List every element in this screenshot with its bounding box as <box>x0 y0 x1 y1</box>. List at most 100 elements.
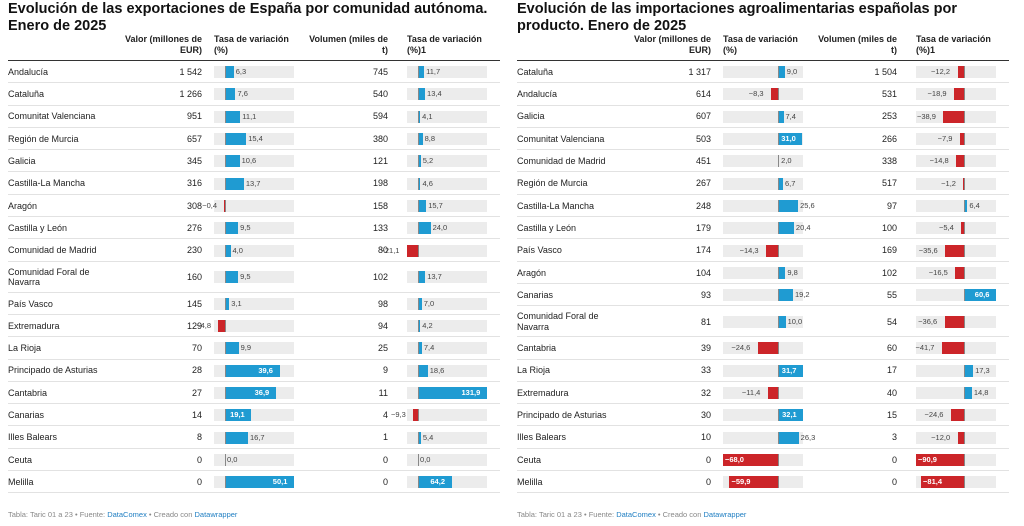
valor-cell: 607 <box>695 111 711 122</box>
datawrapper-link[interactable]: Datawrapper <box>194 510 238 519</box>
tasa-valor-track <box>214 320 294 333</box>
tasa-volumen-baseline <box>418 66 420 79</box>
tasa-valor-baseline <box>777 315 779 328</box>
tasa-volumen-baseline <box>418 271 420 284</box>
tasa-valor-baseline <box>777 431 779 444</box>
footer-middle: • Creado con <box>655 510 704 519</box>
table-row: Región de Murcia 267 517 6,7 −1,2 <box>517 173 1009 195</box>
table-row: Cataluña 1 317 1 504 9,0 −12,2 <box>517 61 1009 84</box>
table-row: Galicia 607 253 7,4 −38,9 <box>517 106 1009 128</box>
volumen-cell: 25 <box>377 343 388 354</box>
source-link[interactable]: DataComex <box>107 510 147 519</box>
tasa-valor-baseline <box>777 476 779 489</box>
tasa-volumen-baseline <box>964 177 965 190</box>
tasa-volumen-baseline <box>964 133 965 146</box>
tasa-valor-label: 50,1 <box>272 477 288 487</box>
tasa-volumen-baseline <box>418 320 420 333</box>
tasa-volumen-baseline <box>418 297 420 310</box>
tasa-valor-label: 15,4 <box>248 134 263 144</box>
tasa-volumen-baseline <box>964 222 965 235</box>
tasa-valor-bar <box>225 155 240 168</box>
tasa-valor-bar <box>770 88 778 101</box>
tasa-volumen-bar <box>944 315 964 328</box>
tasa-valor-baseline <box>225 476 226 489</box>
tasa-volumen-baseline <box>964 266 965 279</box>
volumen-cell: 40 <box>886 387 897 398</box>
tasa-volumen-track <box>407 271 487 284</box>
tasa-volumen-bar <box>957 431 964 444</box>
tasa-volumen-bar <box>407 244 419 257</box>
valor-cell: 179 <box>695 222 711 233</box>
tasa-volumen-label: −36,6 <box>918 316 938 326</box>
tasa-valor-track <box>214 199 294 212</box>
row-name: Galicia <box>517 111 545 122</box>
volumen-cell: 338 <box>881 156 897 167</box>
header-tasa-volumen: Tasa de variación (%)1 <box>407 34 482 55</box>
tasa-valor-track <box>723 155 803 168</box>
table-row: Comunitat Valenciana 503 266 31,0 −7,9 <box>517 128 1009 151</box>
tasa-volumen-track <box>407 297 487 310</box>
header-volumen: Volumen (miles de t) <box>309 34 388 55</box>
row-name: País Vasco <box>8 298 53 309</box>
source-link[interactable]: DataComex <box>616 510 656 519</box>
tasa-volumen-label: 4,2 <box>422 321 433 331</box>
valor-cell: 951 <box>186 111 202 122</box>
tasa-volumen-track <box>916 66 996 79</box>
valor-cell: 0 <box>705 476 711 487</box>
tasa-volumen-bar <box>941 342 964 355</box>
tasa-valor-track <box>723 244 803 257</box>
tasa-valor-bar <box>225 271 239 284</box>
row-name: Cantabria <box>517 343 557 354</box>
tasa-volumen-track <box>916 222 996 235</box>
tasa-valor-label: 7,4 <box>785 111 796 121</box>
valor-cell: 276 <box>186 222 202 233</box>
tasa-valor-label: 16,7 <box>250 432 265 442</box>
tasa-volumen-bar <box>964 364 974 377</box>
volumen-cell: 1 504 <box>874 66 897 77</box>
tasa-valor-label: 9,0 <box>786 67 798 77</box>
tasa-volumen-baseline <box>964 364 965 377</box>
tasa-volumen-track <box>407 342 487 355</box>
volumen-cell: 266 <box>881 133 897 144</box>
tasa-valor-label: 32,1 <box>782 410 797 420</box>
tasa-volumen-baseline <box>964 431 965 444</box>
tasa-valor-bar <box>225 342 239 355</box>
datawrapper-link[interactable]: Datawrapper <box>703 510 747 519</box>
valor-cell: 27 <box>191 387 202 398</box>
valor-cell: 345 <box>186 156 202 167</box>
tasa-valor-bar <box>757 342 778 355</box>
tasa-valor-label: 9,8 <box>787 267 798 277</box>
valor-cell: 28 <box>191 365 202 376</box>
row-name: Castilla-La Mancha <box>8 178 86 189</box>
table-row: Andalucía 1 542 745 6,3 11,7 <box>8 61 500 84</box>
tasa-volumen-baseline <box>964 88 965 101</box>
tasa-valor-bar <box>225 297 230 310</box>
volumen-cell: 158 <box>372 200 388 211</box>
tasa-valor-label: 2,0 <box>781 156 792 166</box>
header-valor: Valor (millones de EUR) <box>633 34 711 55</box>
row-name: Canarias <box>517 289 554 300</box>
tasa-volumen-bar <box>945 244 964 257</box>
tasa-valor-baseline <box>225 222 226 235</box>
tasa-valor-baseline <box>777 289 779 302</box>
tasa-volumen-label: −9,3 <box>390 410 406 420</box>
volumen-cell: 0 <box>891 476 897 487</box>
tasa-volumen-bar <box>951 409 964 422</box>
table-row: Andalucía 614 531 −8,3 −18,9 <box>517 83 1009 106</box>
tasa-volumen-track <box>407 453 487 466</box>
tasa-volumen-baseline <box>418 364 420 377</box>
row-name: La Rioja <box>8 343 42 354</box>
tasa-valor-label: 4,0 <box>232 245 243 255</box>
tasa-volumen-label: −24,6 <box>924 410 944 420</box>
tasa-volumen-bar <box>413 409 419 422</box>
row-name: Illes Balears <box>8 432 58 443</box>
tasa-volumen-bar <box>418 476 452 489</box>
tasa-valor-track <box>214 244 294 257</box>
tasa-valor-label: 11,1 <box>242 111 257 121</box>
table-row: Castilla y León 276 133 9,5 24,0 <box>8 217 500 240</box>
tasa-valor-label: 25,6 <box>800 200 815 210</box>
tasa-valor-bar <box>766 244 778 257</box>
tasa-valor-label: −24,6 <box>731 343 751 353</box>
tasa-valor-baseline <box>225 155 226 168</box>
volumen-cell: 55 <box>886 289 897 300</box>
